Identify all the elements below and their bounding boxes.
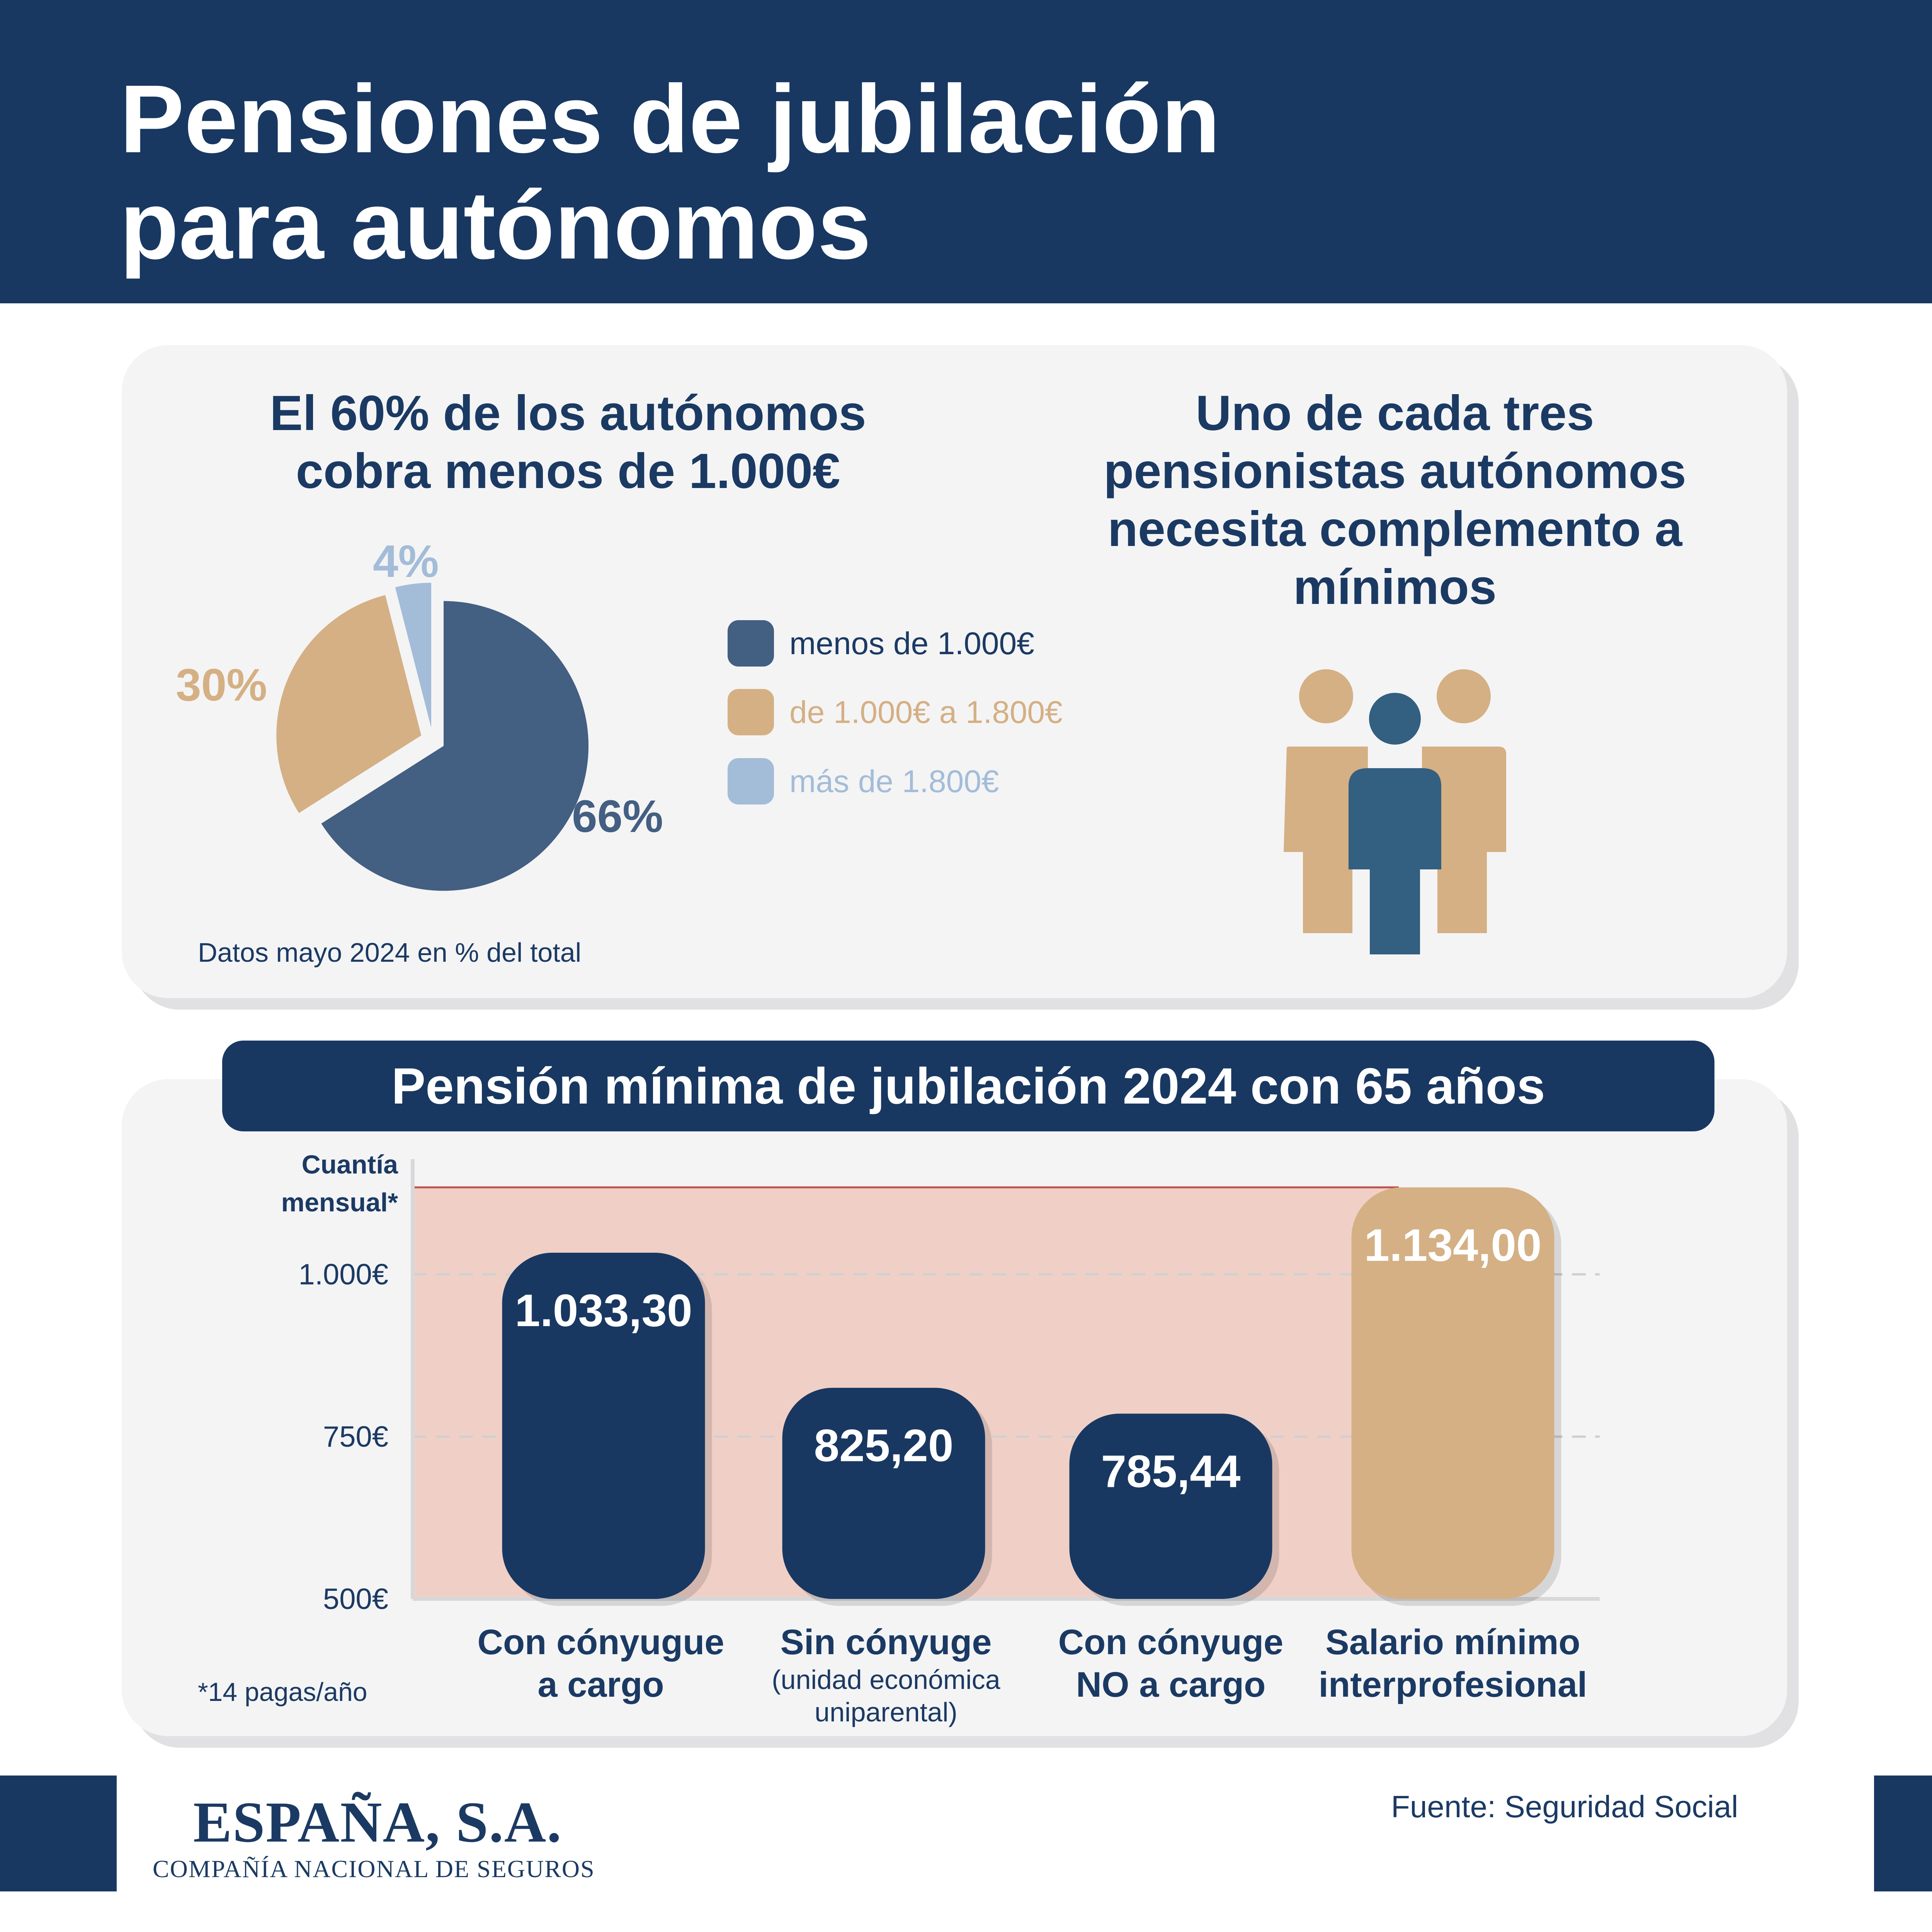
header-banner: Pensiones de jubilación para autónomos xyxy=(0,0,1932,303)
category-label-line1: Con cónyugue xyxy=(477,1622,724,1662)
y-axis-title: Cuantía mensual* xyxy=(247,1146,398,1221)
bar-without-spouse xyxy=(782,1388,985,1599)
category-label-line2: a cargo xyxy=(537,1665,664,1704)
category-label-line2: interprofesional xyxy=(1318,1665,1587,1704)
legend-swatch-over-1800 xyxy=(728,758,774,804)
category-label-with-dependent-spouse: Con cónyugue a cargo xyxy=(466,1621,736,1706)
complement-heading-line1: Uno de cada tres xyxy=(1196,386,1594,441)
complement-heading: Uno de cada tres pensionistas autónomos … xyxy=(1043,384,1747,616)
category-label-line1: Con cónyuge xyxy=(1058,1622,1284,1662)
y-axis-title-line2: mensual* xyxy=(281,1188,398,1217)
bar-minimum-wage xyxy=(1351,1187,1554,1599)
source-note: Fuente: Seguridad Social xyxy=(1391,1789,1738,1824)
brand-name: ESPAÑA, S.A. xyxy=(193,1790,562,1854)
y-tick-label: 1.000€ xyxy=(299,1258,388,1291)
legend-swatch-under-1000 xyxy=(728,620,774,667)
legend-label-under-1000: menos de 1.000€ xyxy=(789,626,1034,661)
legend-label-1000-1800: de 1.000€ a 1.800€ xyxy=(789,695,1063,730)
page-title-line1: Pensiones de jubilación xyxy=(120,65,1220,173)
y-axis-title-line1: Cuantía xyxy=(301,1150,398,1179)
data-note: Datos mayo 2024 en % del total xyxy=(198,937,582,968)
payments-footnote: *14 pagas/año xyxy=(198,1677,367,1707)
legend-label-over-1800: más de 1.800€ xyxy=(789,764,999,799)
category-label-line1: Sin cónyuge xyxy=(780,1622,992,1662)
category-label-spouse-not-dependent: Con cónyuge NO a cargo xyxy=(1036,1621,1306,1706)
pie-heading-line1: El 60% de los autónomos xyxy=(270,386,866,441)
complement-heading-line3: necesita complemento a xyxy=(1107,502,1682,557)
bar-with-dependent-spouse xyxy=(502,1253,705,1599)
bar-value-label: 825,20 xyxy=(814,1420,954,1471)
footer-corner-block-left xyxy=(0,1776,117,1891)
category-sublabel-line2: uniparental) xyxy=(815,1697,957,1727)
page-title: Pensiones de jubilación para autónomos xyxy=(120,66,1820,278)
category-sublabel-line1: (unidad económica xyxy=(772,1665,1000,1695)
y-tick-label: 500€ xyxy=(323,1583,388,1616)
complement-heading-line4: mínimos xyxy=(1293,560,1497,615)
footer-corner-block-right xyxy=(1874,1776,1932,1891)
pie-heading-line2: cobra menos de 1.000€ xyxy=(296,444,840,499)
pie-slice-1000-1800 xyxy=(276,595,422,813)
pie-label-1000-1800: 30% xyxy=(176,660,267,711)
brand-tagline: COMPAÑÍA NACIONAL DE SEGUROS xyxy=(153,1855,595,1883)
bar-chart-title-banner: Pensión mínima de jubilación 2024 con 65… xyxy=(222,1041,1714,1131)
pie-label-over-1800: 4% xyxy=(373,536,439,587)
people-group-icon xyxy=(1284,669,1506,954)
category-label-minimum-wage: Salario mínimo interprofesional xyxy=(1318,1621,1588,1706)
y-tick-label: 750€ xyxy=(323,1420,388,1453)
pie-slice-over-1800 xyxy=(395,583,431,728)
pie-slice-under-1000 xyxy=(321,601,589,891)
legend-swatch-1000-1800 xyxy=(728,689,774,735)
pie-chart xyxy=(276,583,589,891)
category-label-without-spouse: Sin cónyuge (unidad económica uniparenta… xyxy=(751,1621,1021,1728)
category-label-line1: Salario mínimo xyxy=(1325,1622,1580,1662)
page-title-line2: para autónomos xyxy=(120,171,871,279)
category-label-line2: NO a cargo xyxy=(1076,1665,1266,1704)
bar-value-label: 785,44 xyxy=(1101,1446,1241,1497)
bar-value-label: 1.134,00 xyxy=(1364,1220,1541,1271)
bar-spouse-not-dependent xyxy=(1069,1413,1272,1599)
bar-value-label: 1.033,30 xyxy=(515,1285,692,1336)
pie-heading: El 60% de los autónomos cobra menos de 1… xyxy=(182,384,954,500)
complement-heading-line2: pensionistas autónomos xyxy=(1104,444,1686,499)
bar-chart: 500€ 750€ 1.000€ 1.033,30 825,20 785,44 1.134,… xyxy=(299,1159,1600,1616)
bar-chart-title: Pensión mínima de jubilación 2024 con 65… xyxy=(391,1058,1545,1114)
pie-label-under-1000: 66% xyxy=(572,791,663,842)
